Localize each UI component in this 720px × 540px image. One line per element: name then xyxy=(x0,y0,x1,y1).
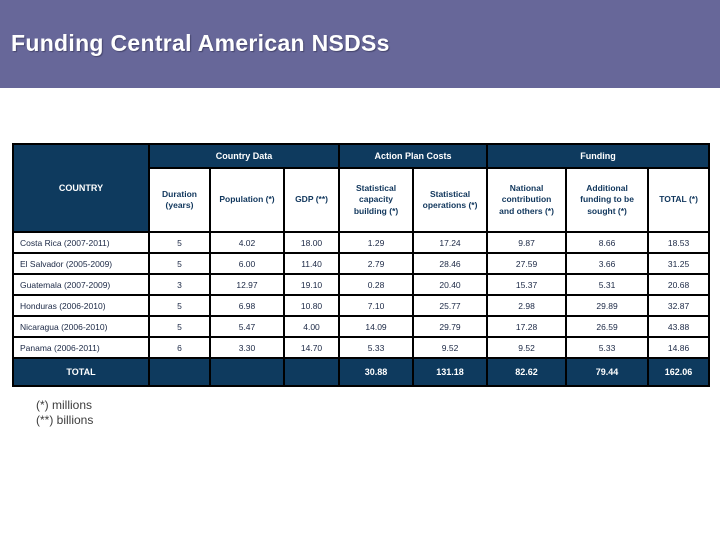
value-cell: 19.10 xyxy=(282,273,341,296)
value-cell: 5.47 xyxy=(209,315,285,338)
value-cell: 5 xyxy=(148,252,211,275)
table-row: Nicaragua (2006-2010) 5 5.47 4.00 14.09 29.79… xyxy=(12,315,711,338)
value-cell: 9.52 xyxy=(486,336,568,359)
value-cell: 20.40 xyxy=(412,273,489,296)
value-cell: 9.87 xyxy=(486,231,568,254)
total-value-cell: 162.06 xyxy=(647,357,711,387)
value-cell: 0.28 xyxy=(338,273,415,296)
column-header: GDP (**) xyxy=(282,167,341,233)
value-cell: 27.59 xyxy=(486,252,568,275)
value-cell: 15.37 xyxy=(486,273,568,296)
total-value-cell xyxy=(282,357,341,387)
column-header: TOTAL (*) xyxy=(647,167,711,233)
country-cell: Costa Rica (2007-2011) xyxy=(12,231,150,254)
country-cell: Honduras (2006-2010) xyxy=(12,294,150,317)
total-row: TOTAL 30.88 131.18 82.62 79.44 162.06 xyxy=(12,357,711,387)
value-cell: 5 xyxy=(148,231,211,254)
value-cell: 8.66 xyxy=(565,231,650,254)
value-cell: 28.46 xyxy=(412,252,489,275)
value-cell: 31.25 xyxy=(647,252,711,275)
value-cell: 26.59 xyxy=(565,315,650,338)
value-cell: 29.89 xyxy=(565,294,650,317)
total-value-cell: 79.44 xyxy=(565,357,650,387)
column-header: Statistical capacity building (*) xyxy=(338,167,415,233)
value-cell: 2.79 xyxy=(338,252,415,275)
table-row: Honduras (2006-2010) 5 6.98 10.80 7.10 25.77 2… xyxy=(12,294,711,317)
table-row: Panama (2006-2011) 6 3.30 14.70 5.33 9.52 9.52… xyxy=(12,336,711,359)
value-cell: 9.52 xyxy=(412,336,489,359)
group-header-country-data: Country Data xyxy=(147,143,341,169)
value-cell: 6.00 xyxy=(209,252,285,275)
column-header-row: Duration (years) Population (*) GDP (**) St… xyxy=(13,167,711,233)
footnotes: (*) millions (**) billions xyxy=(36,398,93,428)
value-cell: 5 xyxy=(148,315,211,338)
value-cell: 5.33 xyxy=(338,336,415,359)
funding-table-wrapper: COUNTRY Country Data Action Plan Costs Fun… xyxy=(12,143,711,387)
country-cell: Nicaragua (2006-2010) xyxy=(12,315,150,338)
total-value-cell: 30.88 xyxy=(338,357,415,387)
value-cell: 11.40 xyxy=(282,252,341,275)
value-cell: 10.80 xyxy=(282,294,341,317)
value-cell: 32.87 xyxy=(647,294,711,317)
value-cell: 6.98 xyxy=(209,294,285,317)
value-cell: 2.98 xyxy=(486,294,568,317)
title-banner: Funding Central American NSDSs xyxy=(0,0,720,88)
value-cell: 4.00 xyxy=(282,315,341,338)
value-cell: 18.00 xyxy=(282,231,341,254)
value-cell: 18.53 xyxy=(647,231,711,254)
total-value-cell: 131.18 xyxy=(412,357,489,387)
value-cell: 14.70 xyxy=(282,336,341,359)
column-header: National contribution and others (*) xyxy=(486,167,568,233)
value-cell: 1.29 xyxy=(338,231,415,254)
value-cell: 43.88 xyxy=(647,315,711,338)
column-header: Statistical operations (*) xyxy=(412,167,489,233)
country-column-header: COUNTRY xyxy=(12,143,150,233)
funding-table: COUNTRY Country Data Action Plan Costs Fun… xyxy=(12,143,711,387)
value-cell: 6 xyxy=(148,336,211,359)
total-value-cell xyxy=(209,357,285,387)
value-cell: 29.79 xyxy=(412,315,489,338)
footnote-billions: (**) billions xyxy=(36,413,94,427)
total-value-cell xyxy=(148,357,211,387)
table-row: Guatemala (2007-2009) 3 12.97 19.10 0.28 20.4… xyxy=(12,273,711,296)
page-title: Funding Central American NSDSs xyxy=(11,30,390,56)
column-header: Additional funding to be sought (*) xyxy=(565,167,650,233)
column-header: Population (*) xyxy=(209,167,285,233)
value-cell: 3.30 xyxy=(209,336,285,359)
value-cell: 20.68 xyxy=(647,273,711,296)
value-cell: 14.86 xyxy=(647,336,711,359)
total-value-cell: 82.62 xyxy=(486,357,568,387)
value-cell: 25.77 xyxy=(412,294,489,317)
country-cell: El Salvador (2005-2009) xyxy=(12,252,150,275)
column-header: Duration (years) xyxy=(148,167,211,233)
value-cell: 5.31 xyxy=(565,273,650,296)
value-cell: 5 xyxy=(148,294,211,317)
value-cell: 17.24 xyxy=(412,231,489,254)
group-header-action-plan-costs: Action Plan Costs xyxy=(338,143,489,169)
table-row: El Salvador (2005-2009) 5 6.00 11.40 2.79 28.… xyxy=(12,252,711,275)
footnote-millions: (*) millions xyxy=(36,398,93,412)
value-cell: 17.28 xyxy=(486,315,568,338)
country-cell: Guatemala (2007-2009) xyxy=(12,273,150,296)
value-cell: 7.10 xyxy=(338,294,415,317)
value-cell: 3.66 xyxy=(565,252,650,275)
value-cell: 3 xyxy=(148,273,211,296)
table-row: Costa Rica (2007-2011) 5 4.02 18.00 1.29 17.2… xyxy=(12,231,711,254)
value-cell: 4.02 xyxy=(209,231,285,254)
total-label-cell: TOTAL xyxy=(12,357,150,387)
value-cell: 5.33 xyxy=(565,336,650,359)
country-cell: Panama (2006-2011) xyxy=(12,336,150,359)
group-header-row: COUNTRY Country Data Action Plan Costs Fun… xyxy=(12,143,711,233)
group-header-funding: Funding xyxy=(486,143,711,169)
value-cell: 14.09 xyxy=(338,315,415,338)
value-cell: 12.97 xyxy=(209,273,285,296)
